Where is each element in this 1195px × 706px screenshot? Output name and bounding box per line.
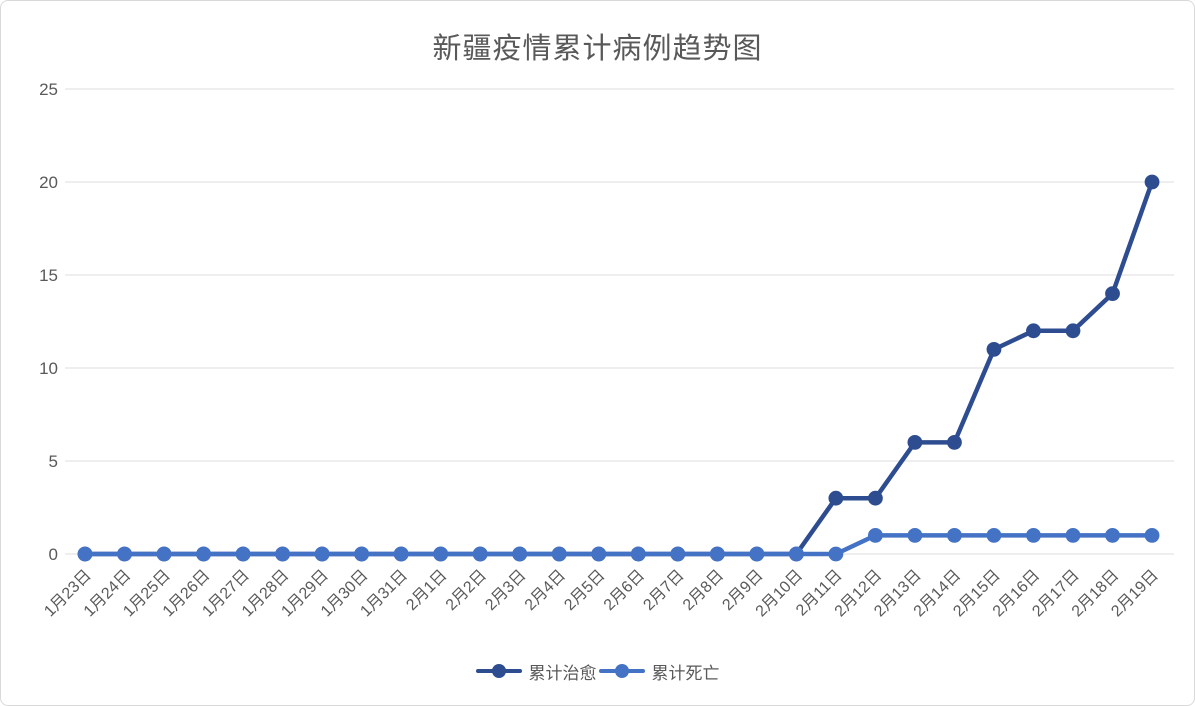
legend-marker-cured-icon <box>475 663 522 679</box>
data-point <box>986 342 1002 357</box>
data-point <box>354 546 370 562</box>
data-point <box>907 435 923 450</box>
data-point <box>591 546 607 562</box>
x-axis-tick-label: 2月5日 <box>561 567 608 614</box>
x-axis-tick-label: 2月8日 <box>680 567 727 614</box>
data-point <box>1026 528 1041 543</box>
y-axis-tick-label: 0 <box>49 545 58 564</box>
data-point <box>1065 528 1081 543</box>
data-point <box>77 546 93 562</box>
y-axis-tick-label: 10 <box>39 359 58 378</box>
data-point <box>1065 323 1081 339</box>
data-point <box>986 528 1002 543</box>
x-axis-tick-label: 2月3日 <box>482 567 529 614</box>
x-axis-tick-label: 2月2日 <box>443 567 490 614</box>
data-point <box>907 528 923 543</box>
data-point <box>433 546 449 562</box>
data-point <box>670 546 686 562</box>
data-point <box>828 490 844 506</box>
data-point <box>749 546 765 562</box>
data-point <box>1144 528 1160 543</box>
data-point <box>235 546 251 562</box>
series-line-deaths <box>82 533 1155 557</box>
x-axis-tick-label: 2月7日 <box>640 567 687 614</box>
data-point <box>868 490 883 506</box>
data-point <box>828 546 844 562</box>
legend-dot-icon <box>491 664 506 678</box>
data-point <box>393 546 409 562</box>
data-point <box>275 546 290 562</box>
legend-dot-icon <box>614 664 629 678</box>
legend: 累计治愈 累计死亡 <box>1 657 1194 685</box>
y-axis-tick-label: 25 <box>39 80 58 99</box>
legend-item-cured: 累计治愈 <box>475 659 597 684</box>
data-point <box>630 546 646 562</box>
data-point <box>512 546 528 562</box>
data-point <box>709 546 725 562</box>
data-point <box>947 435 962 450</box>
data-point <box>472 546 488 562</box>
x-axis-tick-label: 2月4日 <box>522 567 569 614</box>
x-axis-tick-label: 2月6日 <box>601 567 648 614</box>
legend-label-cured: 累计治愈 <box>528 663 597 683</box>
data-point <box>551 546 567 562</box>
y-axis-tick-label: 15 <box>39 266 58 285</box>
data-point <box>1026 323 1041 339</box>
x-axis-tick-label: 2月1日 <box>403 567 450 614</box>
data-point <box>1105 528 1120 543</box>
data-point <box>788 546 804 562</box>
legend-marker-deaths-icon <box>598 663 645 679</box>
y-axis-tick-label: 5 <box>49 452 58 471</box>
legend-item-deaths: 累计死亡 <box>598 659 720 684</box>
data-point <box>1105 286 1120 301</box>
data-point <box>1144 174 1160 190</box>
data-point <box>117 546 132 562</box>
data-point <box>156 546 172 562</box>
data-point <box>314 546 330 562</box>
y-axis-tick-label: 20 <box>39 173 58 192</box>
data-point <box>196 546 211 562</box>
data-point <box>868 528 883 543</box>
data-point <box>947 528 962 543</box>
legend-label-deaths: 累计死亡 <box>651 663 720 683</box>
